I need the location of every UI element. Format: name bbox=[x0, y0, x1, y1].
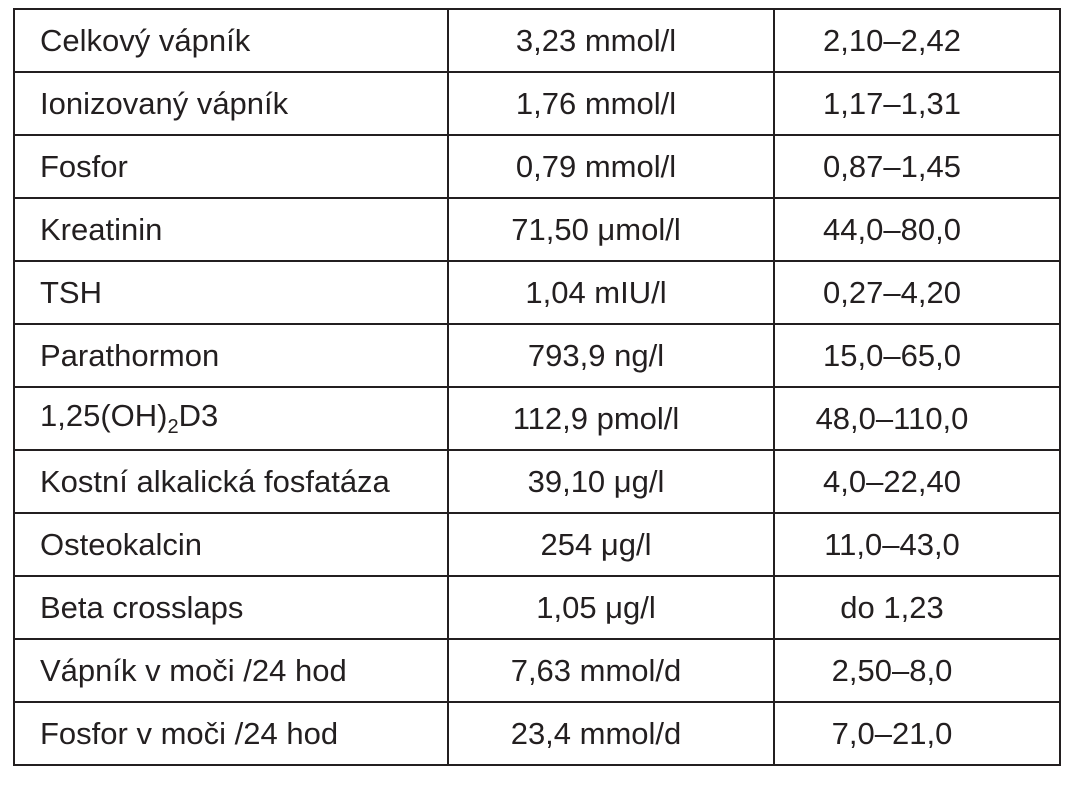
analyte-name: TSH bbox=[13, 260, 449, 325]
analyte-name: Ionizovaný vápník bbox=[13, 71, 449, 136]
reference-range: 44,0–80,0 bbox=[773, 197, 1061, 262]
measured-value: 71,50 μmol/l bbox=[447, 197, 775, 262]
reference-range: 0,27–4,20 bbox=[773, 260, 1061, 325]
table-row: Celkový vápník 3,23 mmol/l 2,10–2,42 bbox=[13, 8, 1061, 73]
table-row: Ionizovaný vápník 1,76 mmol/l 1,17–1,31 bbox=[13, 71, 1061, 136]
measured-value: 793,9 ng/l bbox=[447, 323, 775, 388]
table-row: Kostní alkalická fosfatáza 39,10 μg/l 4,… bbox=[13, 449, 1061, 514]
analyte-name: Vápník v moči /24 hod bbox=[13, 638, 449, 703]
analyte-name: Celkový vápník bbox=[13, 8, 449, 73]
measured-value: 39,10 μg/l bbox=[447, 449, 775, 514]
table-row: TSH 1,04 mIU/l 0,27–4,20 bbox=[13, 260, 1061, 325]
reference-range: 15,0–65,0 bbox=[773, 323, 1061, 388]
table-row: Parathormon 793,9 ng/l 15,0–65,0 bbox=[13, 323, 1061, 388]
reference-range: do 1,23 bbox=[773, 575, 1061, 640]
reference-range: 48,0–110,0 bbox=[773, 386, 1061, 451]
measured-value: 7,63 mmol/d bbox=[447, 638, 775, 703]
analyte-name: Fosfor v moči /24 hod bbox=[13, 701, 449, 766]
reference-range: 4,0–22,40 bbox=[773, 449, 1061, 514]
measured-value: 23,4 mmol/d bbox=[447, 701, 775, 766]
analyte-name-prefix: 1,25(OH) bbox=[40, 398, 168, 433]
analyte-name: Parathormon bbox=[13, 323, 449, 388]
analyte-name: Fosfor bbox=[13, 134, 449, 199]
table-row: Fosfor v moči /24 hod 23,4 mmol/d 7,0–21… bbox=[13, 701, 1061, 766]
analyte-name-subscript: 2 bbox=[167, 416, 179, 438]
reference-range: 7,0–21,0 bbox=[773, 701, 1061, 766]
analyte-name-suffix: D3 bbox=[178, 398, 219, 433]
measured-value: 0,79 mmol/l bbox=[447, 134, 775, 199]
measured-value: 3,23 mmol/l bbox=[447, 8, 775, 73]
lab-results-body: Celkový vápník 3,23 mmol/l 2,10–2,42 Ion… bbox=[13, 8, 1061, 766]
measured-value: 1,05 μg/l bbox=[447, 575, 775, 640]
analyte-name: Beta crosslaps bbox=[13, 575, 449, 640]
measured-value: 1,76 mmol/l bbox=[447, 71, 775, 136]
table-row: Beta crosslaps 1,05 μg/l do 1,23 bbox=[13, 575, 1061, 640]
table-row: Kreatinin 71,50 μmol/l 44,0–80,0 bbox=[13, 197, 1061, 262]
table-row: Fosfor 0,79 mmol/l 0,87–1,45 bbox=[13, 134, 1061, 199]
analyte-name: Osteokalcin bbox=[13, 512, 449, 577]
table-row: Vápník v moči /24 hod 7,63 mmol/d 2,50–8… bbox=[13, 638, 1061, 703]
measured-value: 254 μg/l bbox=[447, 512, 775, 577]
reference-range: 1,17–1,31 bbox=[773, 71, 1061, 136]
measured-value: 112,9 pmol/l bbox=[447, 386, 775, 451]
lab-results-table: Celkový vápník 3,23 mmol/l 2,10–2,42 Ion… bbox=[13, 8, 1061, 766]
table-row: 1,25(OH)2D3 112,9 pmol/l 48,0–110,0 bbox=[13, 386, 1061, 451]
reference-range: 2,10–2,42 bbox=[773, 8, 1061, 73]
reference-range: 2,50–8,0 bbox=[773, 638, 1061, 703]
measured-value: 1,04 mIU/l bbox=[447, 260, 775, 325]
analyte-name: Kostní alkalická fosfatáza bbox=[13, 449, 449, 514]
table-row: Osteokalcin 254 μg/l 11,0–43,0 bbox=[13, 512, 1061, 577]
reference-range: 11,0–43,0 bbox=[773, 512, 1061, 577]
analyte-name: Kreatinin bbox=[13, 197, 449, 262]
reference-range: 0,87–1,45 bbox=[773, 134, 1061, 199]
analyte-name: 1,25(OH)2D3 bbox=[13, 386, 449, 451]
